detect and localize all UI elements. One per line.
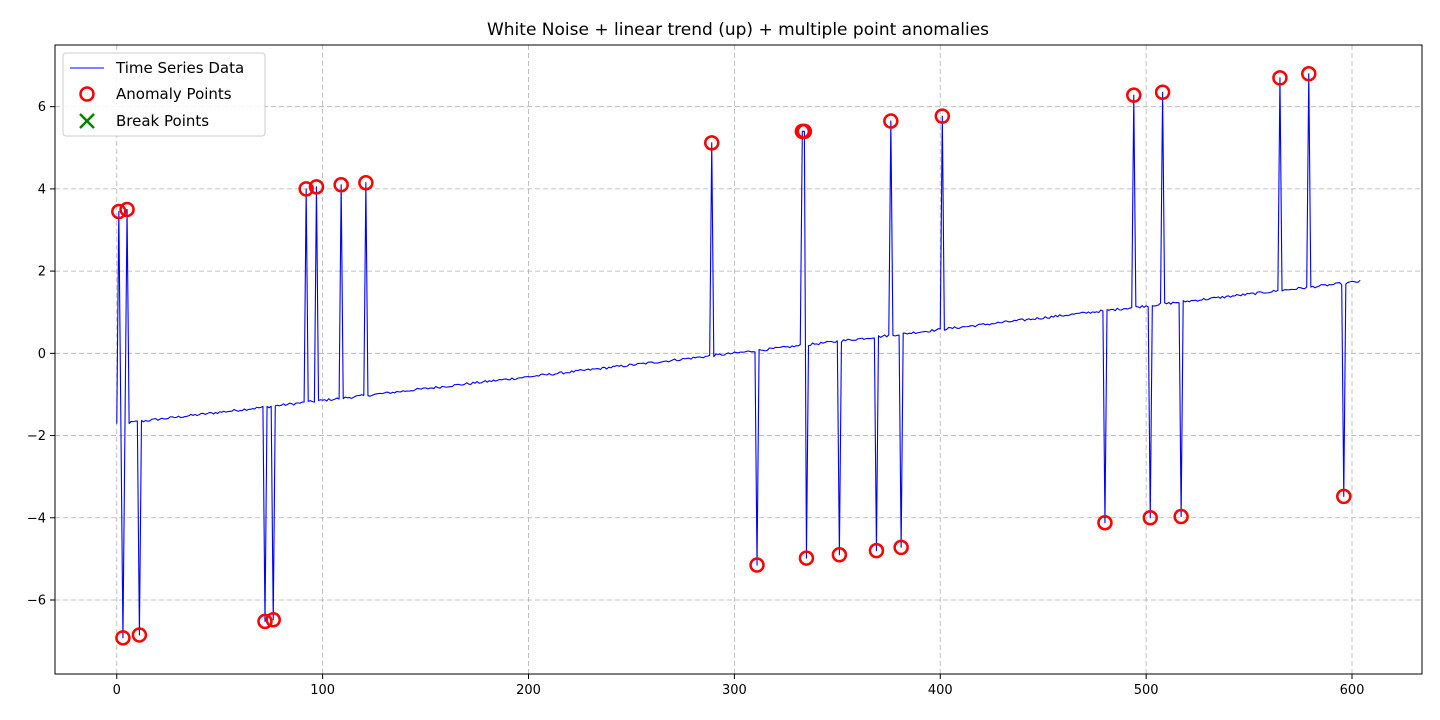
legend: Time Series Data Anomaly Points Break Po…: [62, 52, 266, 137]
x-tick-label: 300: [722, 683, 747, 698]
x-axis: 0 100 200 300 400 500 600: [113, 674, 1365, 698]
y-axis: −6 −4 −2 0 2 4 6: [27, 100, 55, 609]
anomaly-point: [883, 113, 899, 129]
anomaly-point: [1126, 87, 1142, 103]
x-tick-label: 100: [310, 683, 335, 698]
anomaly-point: [308, 179, 325, 195]
anomaly-point: [358, 174, 374, 191]
anomaly-point: [796, 123, 813, 140]
anomaly-point: [119, 201, 135, 218]
legend-circle-swatch: [79, 86, 95, 102]
anomaly-point: [934, 108, 951, 124]
legend-x-swatch: [79, 113, 95, 129]
anomaly-point: [1272, 70, 1288, 86]
anomaly-point: [1097, 514, 1113, 531]
legend-label-break: Break Points: [116, 112, 209, 130]
anomaly-point: [703, 135, 720, 151]
anomaly-point: [1154, 84, 1171, 101]
anomaly-point: [749, 557, 765, 573]
plot-area: [111, 66, 1361, 646]
anomaly-point: [1301, 66, 1317, 82]
anomaly-point: [257, 613, 273, 630]
plot-frame: [54, 44, 1423, 675]
anomaly-point: [131, 627, 148, 643]
anomaly-points: [111, 66, 1352, 646]
legend-box: [62, 52, 266, 137]
x-tick-label: 200: [516, 683, 541, 698]
anomaly-point: [1173, 508, 1189, 525]
grid: [55, 45, 1422, 674]
y-tick-label: 6: [38, 100, 46, 115]
anomaly-point: [115, 630, 131, 646]
chart-title: White Noise + linear trend (up) + multip…: [487, 20, 989, 40]
y-tick-label: 0: [38, 347, 46, 362]
time-series-line: [116, 73, 1361, 639]
anomaly-point: [868, 542, 885, 559]
anomaly-point: [298, 181, 314, 197]
anomaly-point: [111, 203, 127, 220]
x-tick-label: 500: [1134, 683, 1159, 698]
anomaly-point: [798, 550, 815, 566]
anomaly-point: [893, 539, 909, 556]
anomaly-point: [333, 177, 349, 193]
y-tick-label: −4: [27, 511, 46, 526]
x-tick-label: 0: [113, 683, 121, 698]
y-tick-label: −2: [27, 429, 46, 444]
y-tick-label: 2: [38, 265, 46, 280]
y-tick-label: −6: [27, 594, 46, 609]
anomaly-point: [831, 547, 848, 563]
anomaly-point: [1142, 510, 1158, 526]
legend-label-time-series: Time Series Data: [115, 59, 244, 77]
anomaly-point: [265, 611, 281, 628]
x-tick-label: 400: [928, 683, 953, 698]
legend-label-anomaly: Anomaly Points: [116, 85, 232, 103]
anomaly-point: [1336, 488, 1352, 505]
x-tick-label: 600: [1340, 683, 1365, 698]
y-tick-label: 4: [38, 182, 46, 197]
